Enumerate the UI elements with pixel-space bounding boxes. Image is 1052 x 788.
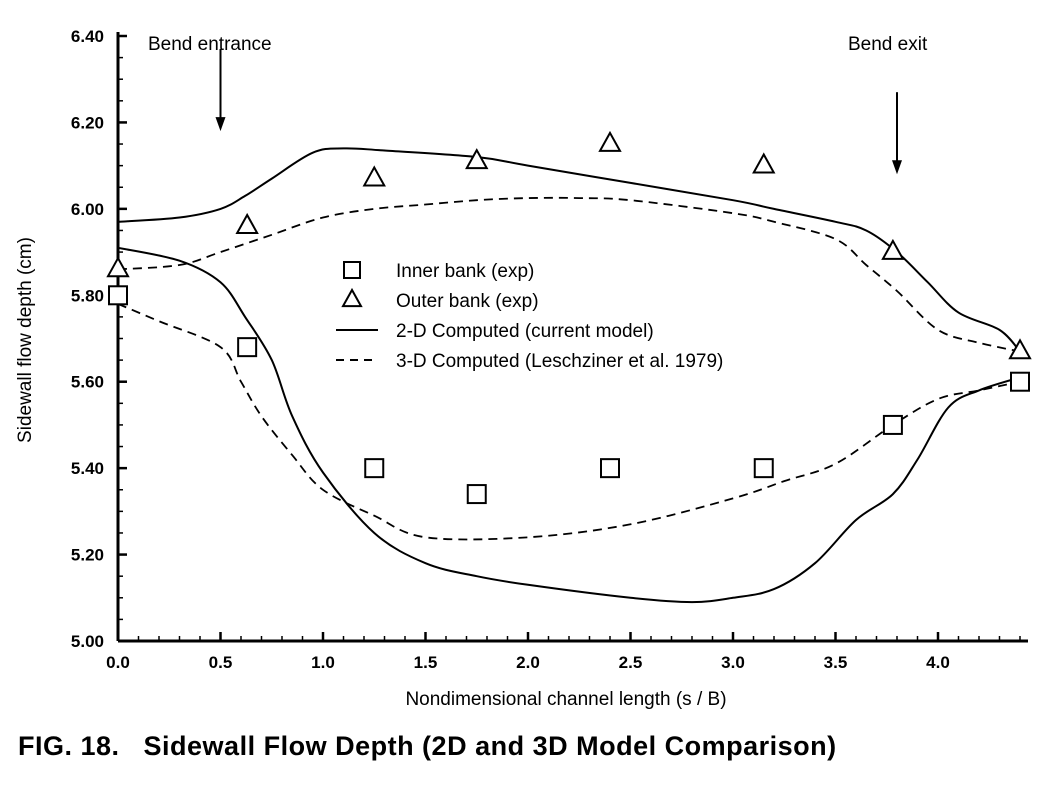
x-tick-label: 2.0 xyxy=(516,653,540,672)
x-tick-label: 1.0 xyxy=(311,653,335,672)
outer-bank-point xyxy=(362,165,386,187)
inner-bank-point xyxy=(364,458,385,479)
inner-bank-point xyxy=(600,458,620,479)
y-tick-label: 5.00 xyxy=(71,632,104,651)
y-tick-label: 6.00 xyxy=(71,200,104,219)
legend: Inner bank (exp) Outer bank (exp) 2-D Comp… xyxy=(336,261,723,372)
outer-bank-point xyxy=(752,152,776,174)
outer-bank-point xyxy=(881,238,905,260)
y-tick-label: 5.80 xyxy=(71,286,104,305)
legend-entry-label: 2-D Computed (current model) xyxy=(396,321,654,342)
figure-caption: FIG. 18. Sidewall Flow Depth (2D and 3D … xyxy=(18,731,837,761)
outer-bank-point xyxy=(106,256,130,278)
annotations: Bend entrance Bend exit xyxy=(148,34,928,175)
x-tick-label: 2.5 xyxy=(619,653,643,672)
x-tick-label: 3.5 xyxy=(824,653,848,672)
data-markers xyxy=(106,130,1032,505)
x-tick-label: 0.5 xyxy=(209,653,233,672)
inner-bank-point xyxy=(882,414,903,435)
y-tick-label: 5.60 xyxy=(71,373,104,392)
x-tick-label: 3.0 xyxy=(721,653,745,672)
series-line-3d-computed xyxy=(117,196,1021,353)
inner-bank-point xyxy=(753,458,774,479)
sidewall-flow-depth-chart: 5.00 5.20 5.40 5.60 5.80 6.00 6.20 6.40 0.0 0.5 1.… xyxy=(15,27,1032,710)
y-tick-label: 6.40 xyxy=(71,27,104,46)
legend-outer-bank-symbol xyxy=(341,287,363,308)
legend-inner-bank-symbol xyxy=(343,261,361,279)
outer-bank-point xyxy=(235,212,259,234)
series-line-2d-computed xyxy=(117,246,1021,604)
legend-entry-label: 3-D Computed (Leschziner et al. 1979) xyxy=(396,351,723,372)
y-tick-label: 5.20 xyxy=(71,546,104,565)
y-tick-label: 5.40 xyxy=(71,459,104,478)
x-tick-label: 1.5 xyxy=(414,653,438,672)
x-tick-label: 4.0 xyxy=(926,653,950,672)
inner-bank-point xyxy=(237,337,258,358)
outer-bank-point xyxy=(465,148,489,170)
series-line-2d-computed xyxy=(117,147,1021,353)
outer-bank-point xyxy=(1008,338,1032,360)
series-lines xyxy=(117,147,1021,604)
bend-exit-label: Bend exit xyxy=(848,34,928,55)
bend-entrance-label: Bend entrance xyxy=(148,34,272,55)
y-tick-label: 6.20 xyxy=(71,113,104,132)
y-axis-title: Sidewall flow depth (cm) xyxy=(15,237,36,443)
x-tick-label: 0.0 xyxy=(106,653,130,672)
inner-bank-point xyxy=(1010,371,1030,392)
legend-entry-label: Outer bank (exp) xyxy=(396,291,539,312)
outer-bank-point xyxy=(598,130,622,152)
legend-entry-label: Inner bank (exp) xyxy=(396,261,534,282)
inner-bank-point xyxy=(466,484,487,505)
inner-bank-point xyxy=(108,285,128,306)
annotation-arrow-head xyxy=(892,160,902,175)
x-axis-title: Nondimensional channel length (s / B) xyxy=(405,689,726,710)
annotation-arrow-head xyxy=(215,117,226,132)
ticks: 5.00 5.20 5.40 5.60 5.80 6.00 6.20 6.40 0.0 0.5 1.… xyxy=(71,27,1021,672)
